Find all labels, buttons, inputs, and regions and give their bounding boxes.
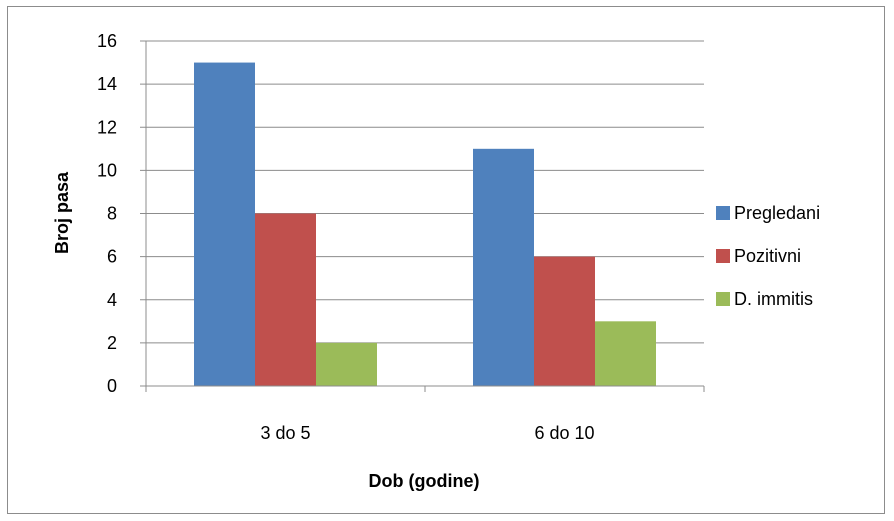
legend-swatch [716,249,730,263]
y-tick-label: 16 [97,31,117,51]
y-tick-label: 6 [107,247,117,267]
y-tick-label: 10 [97,160,117,180]
y-tick-label: 0 [107,376,117,396]
y-tick-label: 2 [107,333,117,353]
legend: Pregledani Pozitivni D. immitis [716,203,820,309]
legend-label: Pozitivni [734,246,801,266]
x-tick-label: 3 do 5 [260,423,310,443]
legend-label: Pregledani [734,203,820,223]
bar-d-immitis [316,342,377,386]
axes [140,40,705,392]
bar-d-immitis [595,321,656,386]
y-axis-title: Broj pasa [52,171,72,254]
legend-swatch [716,292,730,306]
bar-pregledani [473,148,534,386]
y-tick-label: 14 [97,74,117,94]
x-tick-label: 6 do 10 [534,423,594,443]
legend-swatch [716,206,730,220]
chart-frame [7,6,885,514]
bar-pozitivni [255,213,316,386]
y-tick-label: 12 [97,117,117,137]
legend-label: D. immitis [734,289,813,309]
x-axis-title: Dob (godine) [369,471,480,491]
bar-pozitivni [534,256,595,386]
bars [194,62,656,386]
tick-labels: 0 2 4 6 8 10 12 14 16 3 do 5 6 do 10 [97,31,595,443]
bar-pregledani [194,62,255,386]
y-tick-label: 4 [107,290,117,310]
y-tick-label: 8 [107,204,117,224]
